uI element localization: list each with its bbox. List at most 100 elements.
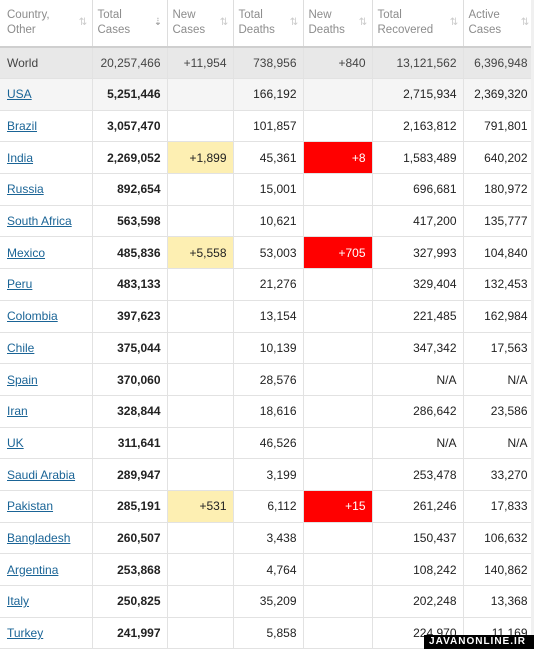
- header-country[interactable]: Country, Other ⇅: [0, 0, 93, 48]
- total-deaths-cell: 5,858: [233, 617, 304, 649]
- new-deaths-cell: [303, 173, 373, 206]
- total-deaths-cell: 10,139: [233, 332, 304, 365]
- sort-icon[interactable]: ⇅: [219, 17, 228, 28]
- country-name: Argentina: [0, 553, 93, 586]
- country-link[interactable]: Turkey: [7, 626, 44, 641]
- new-deaths-cell: [303, 553, 373, 586]
- sort-icon[interactable]: ⇅: [78, 17, 87, 28]
- header-label: Total Deaths: [238, 9, 275, 36]
- new-deaths-cell: [303, 522, 373, 555]
- country-name: Russia: [0, 173, 93, 206]
- new-cases-cell: [167, 458, 234, 491]
- new-cases-cell: [167, 363, 234, 396]
- country-link[interactable]: Chile: [7, 340, 35, 355]
- country-link[interactable]: South Africa: [7, 214, 72, 229]
- new-cases-cell: [167, 522, 234, 555]
- active-cases-cell: 135,777: [463, 205, 534, 238]
- total-recovered-cell: 221,485: [372, 300, 464, 333]
- active-cases-cell: 162,984: [463, 300, 534, 333]
- table-row: Mexico 485,836 +5,558 53,003 +705 327,993 104,…: [0, 236, 534, 270]
- sort-desc-icon[interactable]: ⇣: [153, 17, 162, 28]
- active-cases-cell: N/A: [463, 427, 534, 460]
- sort-icon[interactable]: ⇅: [520, 17, 529, 28]
- new-deaths-cell: [303, 205, 373, 238]
- total-recovered-cell: 329,404: [372, 268, 464, 301]
- active-cases-cell: 640,202: [463, 141, 534, 175]
- country-link[interactable]: Argentina: [7, 562, 59, 577]
- total-deaths-cell: 6,112: [233, 490, 304, 523]
- active-cases-cell: 106,632: [463, 522, 534, 555]
- country-name: Bangladesh: [0, 522, 93, 555]
- total-deaths-cell: 53,003: [233, 236, 304, 270]
- total-deaths-cell: 10,621: [233, 205, 304, 238]
- new-cases-cell: +531: [167, 490, 234, 523]
- total-deaths-cell: 15,001: [233, 173, 304, 206]
- country-link[interactable]: Italy: [7, 594, 30, 609]
- total-recovered-cell: 347,342: [372, 332, 464, 365]
- new-deaths-cell: [303, 110, 373, 143]
- country-link[interactable]: Mexico: [7, 245, 46, 260]
- total-deaths-cell: 4,764: [233, 553, 304, 586]
- active-cases-cell: 132,453: [463, 268, 534, 301]
- table-row: South Africa 563,598 10,621 417,200 135,777: [0, 205, 534, 238]
- sort-icon[interactable]: ⇅: [449, 17, 458, 28]
- new-deaths-cell: [303, 78, 373, 111]
- total-deaths-cell: 28,576: [233, 363, 304, 396]
- active-cases-cell: 13,368: [463, 585, 534, 618]
- country-link[interactable]: UK: [7, 435, 24, 450]
- total-cases-cell: 328,844: [92, 395, 168, 428]
- country-link[interactable]: Colombia: [7, 309, 58, 324]
- header-new-cases[interactable]: New Cases ⇅: [167, 0, 234, 48]
- country-link[interactable]: Russia: [7, 182, 44, 197]
- total-deaths-cell: 3,438: [233, 522, 304, 555]
- country-link[interactable]: India: [7, 150, 34, 165]
- new-deaths-cell: [303, 332, 373, 365]
- active-cases-cell: 23,586: [463, 395, 534, 428]
- country-link[interactable]: Iran: [7, 404, 28, 419]
- header-label: Total Recovered: [377, 9, 434, 36]
- table-row: Saudi Arabia 289,947 3,199 253,478 33,270: [0, 458, 534, 491]
- country-link[interactable]: Pakistan: [7, 499, 54, 514]
- table-row: Brazil 3,057,470 101,857 2,163,812 791,801: [0, 110, 534, 143]
- table-row: Spain 370,060 28,576 N/A N/A: [0, 363, 534, 396]
- table-row: Peru 483,133 21,276 329,404 132,453: [0, 268, 534, 301]
- new-deaths-cell: +15: [303, 490, 373, 523]
- country-link[interactable]: Peru: [7, 277, 33, 292]
- table-row: Pakistan 285,191 +531 6,112 +15 261,246 17,833: [0, 490, 534, 523]
- header-active-cases[interactable]: Active Cases ⇅: [463, 0, 534, 48]
- scrollbar[interactable]: [531, 0, 534, 649]
- total-recovered-cell: 150,437: [372, 522, 464, 555]
- table-row: Russia 892,654 15,001 696,681 180,972: [0, 173, 534, 206]
- total-deaths-cell: 3,199: [233, 458, 304, 491]
- new-deaths-cell: +705: [303, 236, 373, 270]
- total-recovered-cell: 1,583,489: [372, 141, 464, 175]
- country-link[interactable]: Spain: [7, 372, 38, 387]
- country-name: India: [0, 141, 93, 175]
- sort-icon[interactable]: ⇅: [289, 17, 298, 28]
- header-total-deaths[interactable]: Total Deaths ⇅: [233, 0, 304, 48]
- country-name: South Africa: [0, 205, 93, 238]
- total-recovered-cell: 202,248: [372, 585, 464, 618]
- active-cases-cell: 791,801: [463, 110, 534, 143]
- header-new-deaths[interactable]: New Deaths ⇅: [303, 0, 373, 48]
- new-deaths-cell: +8: [303, 141, 373, 175]
- table-row: Chile 375,044 10,139 347,342 17,563: [0, 332, 534, 365]
- new-cases-cell: [167, 110, 234, 143]
- total-cases-cell: 250,825: [92, 585, 168, 618]
- new-cases-cell: [167, 78, 234, 111]
- country-name: Iran: [0, 395, 93, 428]
- total-recovered-cell: N/A: [372, 427, 464, 460]
- country-link[interactable]: Saudi Arabia: [7, 467, 76, 482]
- total-cases-cell: 289,947: [92, 458, 168, 491]
- country-link[interactable]: USA: [7, 87, 32, 102]
- total-recovered-cell: 417,200: [372, 205, 464, 238]
- new-deaths-cell: [303, 363, 373, 396]
- sort-icon[interactable]: ⇅: [358, 17, 367, 28]
- country-link[interactable]: Brazil: [7, 119, 38, 134]
- header-total-recovered[interactable]: Total Recovered ⇅: [372, 0, 464, 48]
- total-recovered-cell: 696,681: [372, 173, 464, 206]
- header-total-cases[interactable]: Total Cases ⇣: [92, 0, 168, 48]
- total-recovered-cell: N/A: [372, 363, 464, 396]
- country-link[interactable]: Bangladesh: [7, 530, 71, 545]
